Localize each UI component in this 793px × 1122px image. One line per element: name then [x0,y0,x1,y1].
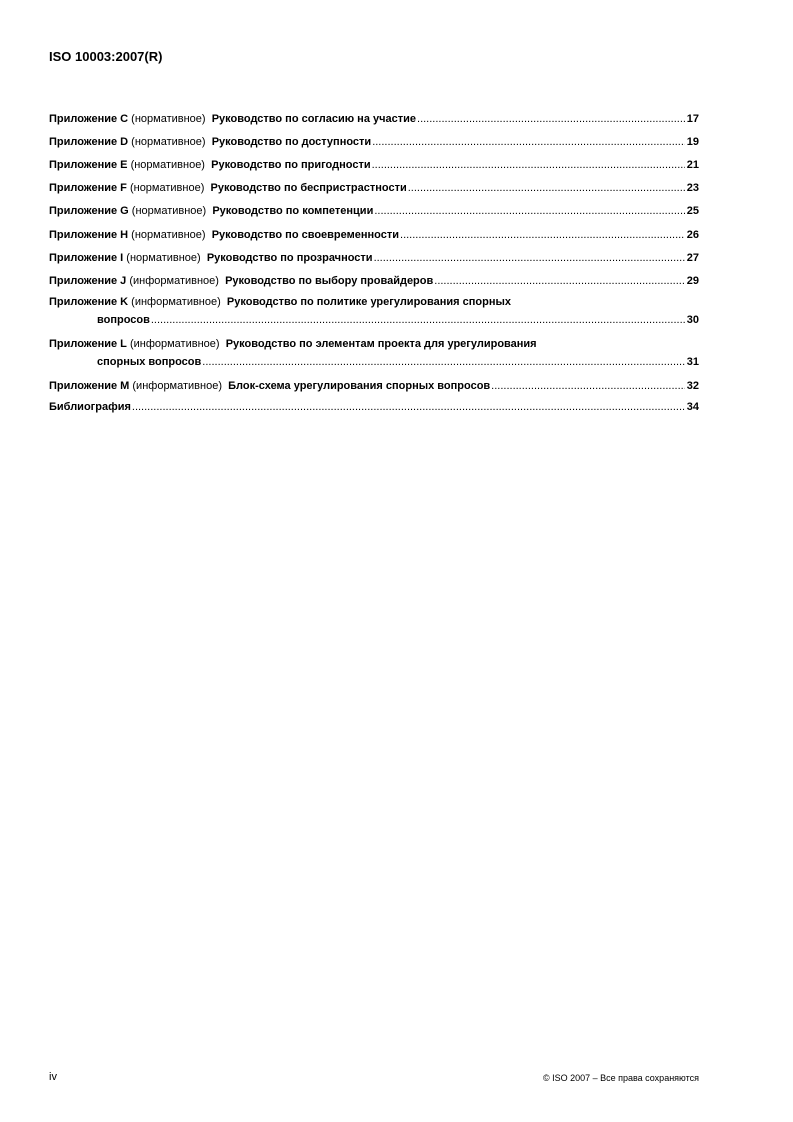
toc-entry[interactable]: Приложение G (нормативное) Руководство п… [49,204,699,218]
toc-label: Библиография [49,401,131,413]
toc-label: Приложение F [49,182,127,194]
dot-leader [408,181,685,195]
toc-label: Приложение J [49,275,127,287]
copyright-notice: © ISO 2007 – Все права сохраняются [542,1073,699,1083]
dot-leader [372,158,685,172]
toc-label: Приложение E [49,159,128,171]
dot-leader [372,135,685,149]
toc-page-number: 27 [686,252,699,264]
document-header: ISO 10003:2007(R) [49,49,163,64]
toc-page-number: 21 [686,159,699,171]
toc-page-number: 29 [686,275,699,287]
toc-title: Руководство по своевременности [211,229,400,241]
toc-annex-type: (нормативное) [131,113,206,125]
dot-leader [374,251,685,265]
toc-entry[interactable]: Приложение D (нормативное) Руководство п… [49,135,699,149]
toc-title: Руководство по доступности [211,136,372,148]
toc-entry[interactable]: Приложение J (информативное) Руководство… [49,274,699,288]
toc-title: Блок-схема урегулирования спорных вопрос… [228,380,491,392]
toc-entry[interactable]: Библиография 34 [49,400,699,414]
toc-annex-type: (информативное) [129,338,220,350]
toc-label: Приложение K [49,296,129,308]
toc-annex-type: (нормативное) [131,136,206,148]
toc-label: Приложение G [49,205,129,217]
toc-title-continuation: спорных вопросов [97,356,202,368]
dot-leader [417,112,685,126]
dot-leader [374,204,684,218]
toc-annex-type: (информативное) [132,380,222,392]
toc-annex-type: (нормативное) [129,182,205,194]
toc-page-number: 25 [686,205,699,217]
toc-title: Руководство по выбору провайдеров [225,275,434,287]
toc-entry[interactable]: Приложение M (информативное) Блок-схема … [49,379,699,393]
toc-title: Руководство по компетенции [212,205,374,217]
toc-page-number: 31 [686,356,699,368]
toc-annex-type: (нормативное) [126,252,201,264]
toc-page-number: 26 [686,229,699,241]
toc-entry[interactable]: Приложение K (информативное) Руководство… [49,295,699,327]
toc-entry[interactable]: Приложение L (информативное) Руководство… [49,337,699,369]
toc-page-number: 34 [686,401,699,413]
toc-label: Приложение H [49,229,129,241]
toc-label: Приложение C [49,113,129,125]
toc-title: Руководство по согласию на участие [211,113,417,125]
toc-entry[interactable]: Приложение I (нормативное) Руководство п… [49,251,699,265]
toc-annex-type: (информативное) [129,275,219,287]
dot-leader [151,313,685,327]
toc-entry[interactable]: Приложение H (нормативное) Руководство п… [49,228,699,242]
dot-leader [132,400,685,414]
toc-title: Руководство по прозрачности [206,252,373,264]
toc-page-number: 17 [686,113,699,125]
toc-entry[interactable]: Приложение C (нормативное) Руководство п… [49,112,699,126]
toc-annex-type: (нормативное) [131,205,207,217]
toc-annex-type: (информативное) [131,296,221,308]
toc-annex-type: (нормативное) [130,159,205,171]
toc-label: Приложение D [49,136,129,148]
dot-leader [202,355,684,369]
page-number: iv [49,1071,57,1083]
toc-page-number: 19 [686,136,699,148]
toc-title: Руководство по элементам проекта для уре… [225,338,537,350]
toc-entry[interactable]: Приложение E (нормативное) Руководство п… [49,158,699,172]
toc-entry[interactable]: Приложение F (нормативное) Руководство п… [49,181,699,195]
dot-leader [400,228,685,242]
toc-annex-type: (нормативное) [131,229,206,241]
toc-label: Приложение I [49,252,124,264]
dot-leader [491,379,685,393]
toc-title: Руководство по политике урегулирования с… [226,296,511,308]
toc-label: Приложение M [49,380,130,392]
toc-page-number: 32 [686,380,699,392]
dot-leader [434,274,684,288]
toc-page-number: 23 [686,182,699,194]
toc-title: Руководство по беспристрастности [210,182,407,194]
toc-title-continuation: вопросов [97,314,150,326]
toc-page-number: 30 [686,314,699,326]
toc-title: Руководство по пригодности [211,159,371,171]
toc-label: Приложение L [49,338,127,350]
